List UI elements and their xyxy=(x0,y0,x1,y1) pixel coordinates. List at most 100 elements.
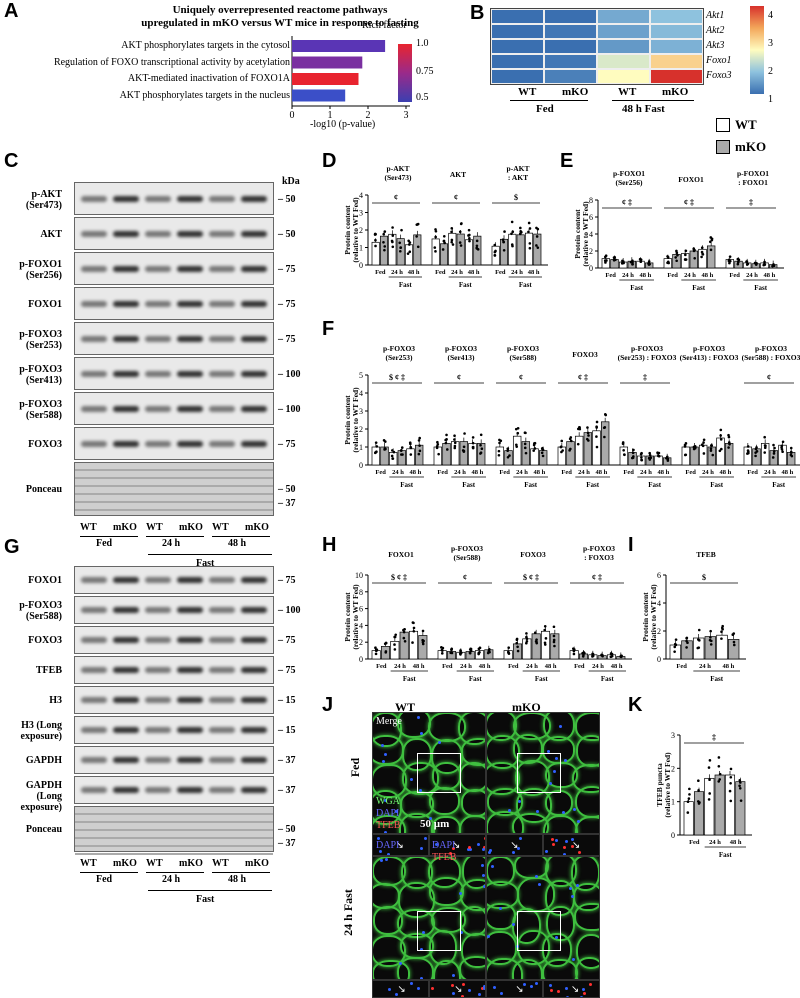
x-category-label: 24 h xyxy=(764,469,776,476)
data-point xyxy=(471,436,475,439)
data-point xyxy=(532,449,535,452)
data-point xyxy=(391,245,395,249)
blot-label: FOXO1 xyxy=(28,298,62,310)
nucleus xyxy=(482,985,485,989)
data-point xyxy=(383,642,387,646)
x-category-label: Fed xyxy=(435,269,446,276)
y-axis-label-2: (relative to WT Fed) xyxy=(351,584,360,650)
blot-band xyxy=(113,577,139,583)
kda-marker: – 75 xyxy=(278,665,296,676)
data-bar xyxy=(404,244,414,266)
data-point xyxy=(717,780,721,783)
tfeb-punctum xyxy=(460,994,464,997)
blot-band xyxy=(177,727,203,733)
blot-band xyxy=(177,335,203,342)
data-point xyxy=(700,246,704,249)
blot-label: AKT xyxy=(40,228,62,240)
bar-panel: 8 6 4 2 0 Protein content (relative to WT Fed)… xyxy=(573,169,784,292)
data-point xyxy=(581,655,585,658)
significance-symbol: ¢ xyxy=(463,573,467,582)
scale-tick: 4 xyxy=(768,10,773,21)
data-point xyxy=(674,256,677,259)
blot-strip xyxy=(74,252,274,285)
x-category-label: Fed xyxy=(508,663,519,670)
ponceau-band xyxy=(75,853,273,855)
group-title: (Ser256) xyxy=(615,178,643,187)
nucleus xyxy=(476,843,480,847)
nucleus xyxy=(419,847,423,851)
blot-strip xyxy=(74,566,274,594)
data-point xyxy=(477,652,480,656)
ponceau-band xyxy=(75,485,273,487)
tfeb-punctum xyxy=(462,982,466,986)
panel-label-i: I xyxy=(628,534,634,556)
blot-band xyxy=(209,195,235,202)
y-axis-label: Protein content xyxy=(343,205,352,255)
fast-label: Fast xyxy=(469,675,483,683)
tfeb-punctum xyxy=(483,837,485,841)
data-point xyxy=(459,222,463,226)
data-point xyxy=(602,426,606,430)
condition-label: 48 h xyxy=(228,874,247,885)
data-point xyxy=(409,453,413,456)
pathway-label: AKT phosphorylates targets in the nucleu… xyxy=(119,89,290,101)
y-tick-label: 0 xyxy=(359,461,363,470)
data-point xyxy=(729,782,732,785)
data-point xyxy=(450,230,453,234)
data-point xyxy=(720,630,723,634)
data-point xyxy=(595,435,598,438)
significance-symbol: $ xyxy=(514,193,518,202)
data-point xyxy=(578,426,581,429)
arrow-icon: ↘ xyxy=(515,984,524,995)
group-title: (Ser413) xyxy=(447,353,475,362)
data-point xyxy=(686,800,690,803)
heatmap-cell xyxy=(544,9,597,24)
data-point xyxy=(453,438,456,441)
data-point xyxy=(710,444,713,447)
nucleus xyxy=(534,875,538,879)
data-point xyxy=(692,249,696,253)
blot-band xyxy=(209,370,235,377)
nucleus xyxy=(562,852,566,855)
data-point xyxy=(717,764,721,768)
tfeb-punctum xyxy=(482,845,485,849)
data-point xyxy=(700,255,703,259)
data-point xyxy=(374,232,377,236)
data-point xyxy=(525,639,529,643)
data-point xyxy=(631,261,634,264)
data-bar xyxy=(533,233,542,266)
nucleus xyxy=(378,850,382,854)
data-point xyxy=(541,454,545,458)
data-point xyxy=(729,775,733,779)
data-point xyxy=(684,258,687,261)
gene-label: Foxo3 xyxy=(706,70,732,81)
heatmap-cell xyxy=(491,24,544,39)
data-point xyxy=(412,621,415,625)
x-category-label: 48 h xyxy=(657,469,669,476)
data-point xyxy=(536,227,540,231)
micro-row-fed: Fed xyxy=(348,757,363,778)
zoom-box xyxy=(517,753,561,793)
data-point xyxy=(697,779,700,782)
data-point xyxy=(709,447,713,450)
x-category-label: 24 h xyxy=(578,469,590,476)
data-point xyxy=(622,261,625,265)
kda-marker: – 50 xyxy=(278,824,296,835)
fast-label: Fast xyxy=(710,675,724,683)
data-point xyxy=(631,451,635,455)
micrograph xyxy=(486,856,600,980)
x-category-label: 48 h xyxy=(545,663,557,670)
blot-band xyxy=(145,727,171,733)
legend-tick: 0.5 xyxy=(416,92,429,103)
data-point xyxy=(515,641,519,645)
significance-symbol: $ ¢ ‡ xyxy=(391,573,407,582)
group-title: : FOXO1 xyxy=(738,178,768,187)
inset-image: ↘ xyxy=(372,980,429,998)
data-point xyxy=(544,637,548,640)
blot-band xyxy=(81,265,107,272)
lane-label: mKO xyxy=(179,858,203,869)
data-point xyxy=(515,443,518,447)
tfeb-punctum xyxy=(583,992,587,996)
data-point xyxy=(383,447,387,450)
panel-label-k: K xyxy=(628,694,643,716)
